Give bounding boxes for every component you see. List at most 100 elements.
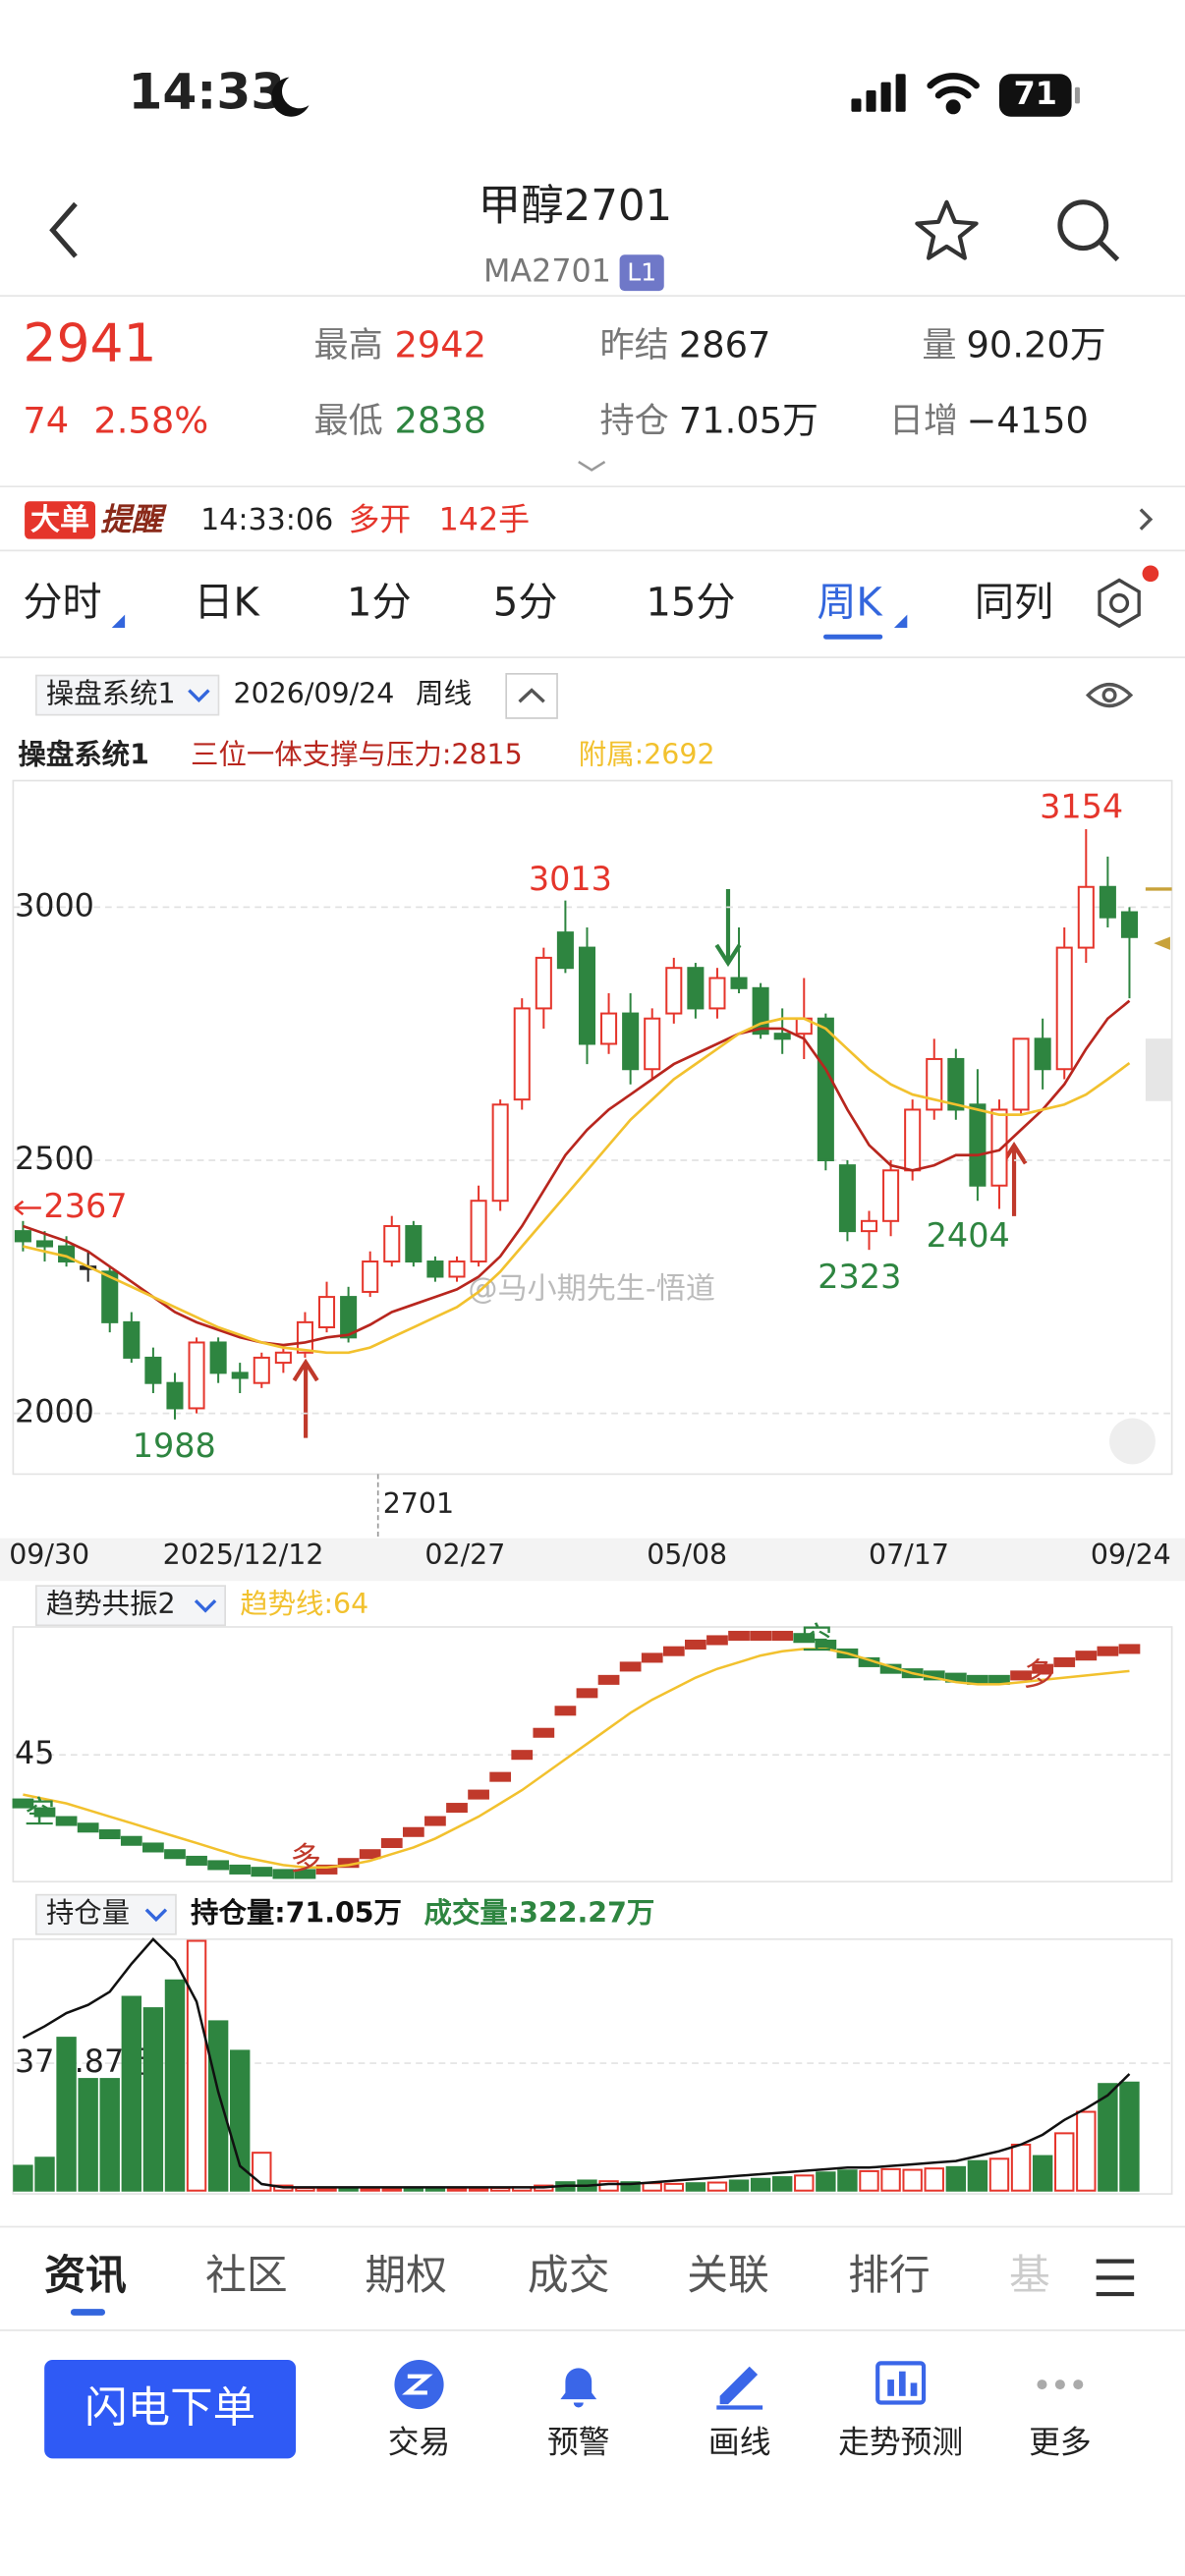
trend-annotation: 多 xyxy=(290,1842,321,1877)
search-button[interactable] xyxy=(1057,199,1109,252)
period-tab[interactable]: 15分 xyxy=(646,581,735,626)
battery-cap xyxy=(1074,86,1080,104)
collapse-button[interactable] xyxy=(505,673,558,719)
alert-tag: 大单 xyxy=(30,503,89,537)
x-tick-label: 02/27 xyxy=(424,1539,505,1571)
info-tab[interactable]: 基 xyxy=(1009,2251,1050,2299)
trend-annotation: 空 xyxy=(24,1796,55,1831)
indicator-line xyxy=(22,1936,1131,2189)
period-tab[interactable]: 日K xyxy=(194,581,260,626)
candle-body xyxy=(14,1230,31,1243)
volume-bar xyxy=(642,2182,662,2192)
legend-entry: 附属:2692 xyxy=(579,738,715,770)
candle-body xyxy=(231,1372,249,1379)
volume-bar xyxy=(34,2156,55,2192)
wifi-icon xyxy=(945,99,961,115)
period-tab[interactable]: 5分 xyxy=(493,581,558,626)
screen: 09/30 2025/12/12 02/27 05/08 07/17 09/24 xyxy=(9,1539,1171,1571)
x-tick-label: 09/30 xyxy=(9,1539,89,1571)
volume-bar xyxy=(598,2180,619,2192)
indicator-select[interactable] xyxy=(34,1585,226,1627)
trend-block xyxy=(164,1849,186,1860)
visibility-button[interactable] xyxy=(1101,688,1117,703)
trend-block xyxy=(1118,1644,1141,1654)
expand-icon[interactable] xyxy=(578,460,606,472)
info-tab[interactable]: 社区 xyxy=(205,2251,288,2299)
trend-block xyxy=(380,1837,403,1849)
period-tab[interactable]: 1分 xyxy=(347,581,412,626)
period-tab[interactable]: 同列 xyxy=(975,581,1053,626)
info-tab[interactable]: 期权 xyxy=(365,2251,447,2299)
nav-label[interactable]: 预警 xyxy=(547,2425,610,2460)
trend-annotation: 空 xyxy=(801,1621,832,1656)
favorite-button[interactable] xyxy=(915,199,979,260)
candle-body xyxy=(513,1007,531,1101)
volume-bar xyxy=(988,2157,1010,2192)
dropdown-icon xyxy=(188,689,210,702)
field-label: 最低 xyxy=(313,401,382,441)
alert-icon[interactable] xyxy=(560,2368,597,2408)
fullscreen-button[interactable] xyxy=(1109,1418,1156,1465)
nav-label[interactable]: 交易 xyxy=(388,2425,451,2460)
volume-bar xyxy=(338,2188,359,2192)
field-value: 90.20万 xyxy=(967,323,1106,365)
side-handle[interactable] xyxy=(1145,1038,1172,1101)
wifi-icon xyxy=(927,73,980,115)
period-tab[interactable]: 分时 xyxy=(23,581,101,626)
visibility-button[interactable] xyxy=(1085,683,1134,708)
candle-body xyxy=(665,967,683,1015)
trade-icon[interactable] xyxy=(394,2360,444,2410)
nav-label[interactable]: 画线 xyxy=(708,2425,771,2460)
toolbar-date: 2026/09/24 xyxy=(234,678,395,710)
more-icon[interactable] xyxy=(1037,2380,1084,2390)
volume-bar xyxy=(99,2078,120,2192)
more-icon[interactable] xyxy=(1054,2380,1065,2390)
trend-block xyxy=(533,1727,555,1738)
trade-icon[interactable] xyxy=(402,2374,433,2395)
info-tab[interactable]: 成交 xyxy=(528,2251,610,2299)
volume-bar xyxy=(13,2164,33,2192)
trend-block xyxy=(879,1663,902,1674)
forecast-icon[interactable] xyxy=(910,2382,918,2396)
settings-button[interactable] xyxy=(1098,578,1141,629)
indicator-select[interactable] xyxy=(34,674,220,716)
visibility-button[interactable] xyxy=(1085,683,1134,708)
last-price: 2941 xyxy=(23,312,156,374)
menu-button[interactable] xyxy=(1096,2259,1135,2297)
x-tick-label: 07/17 xyxy=(869,1539,949,1571)
candle-body xyxy=(1012,1037,1030,1111)
info-tab[interactable]: 排行 xyxy=(848,2251,931,2299)
forecast-icon[interactable] xyxy=(875,2361,927,2405)
draw-icon[interactable] xyxy=(716,2366,763,2410)
trend-block xyxy=(468,1789,489,1800)
info-tab[interactable]: 关联 xyxy=(687,2251,769,2299)
forecast-icon[interactable] xyxy=(887,2380,894,2396)
nav-label[interactable]: 更多 xyxy=(1029,2425,1092,2460)
candle-body xyxy=(860,1219,878,1233)
quick-order-button[interactable] xyxy=(44,2360,297,2459)
back-button[interactable] xyxy=(49,201,78,258)
volume-bar xyxy=(750,2177,771,2192)
draw-icon[interactable] xyxy=(719,2366,759,2405)
info-tab-active[interactable]: 资讯 xyxy=(44,2251,127,2299)
more-icon[interactable] xyxy=(1073,2380,1084,2390)
trend-block xyxy=(446,1803,468,1814)
legend-entry: 成交量:322.27万 xyxy=(424,1897,655,1930)
search-button[interactable] xyxy=(1057,199,1120,262)
candle-body xyxy=(947,1057,965,1111)
search-button[interactable] xyxy=(1098,240,1120,262)
screen: 20002500300031543013232324041988236745空多… xyxy=(12,787,1172,2192)
candle-body xyxy=(123,1320,141,1359)
period-tab-active[interactable]: 周K xyxy=(817,581,883,626)
wifi-icon xyxy=(934,85,972,99)
more-icon[interactable] xyxy=(1037,2380,1047,2390)
alert-action: 多开 xyxy=(349,502,412,537)
legend-entry: 持仓量:71.05万 xyxy=(191,1897,402,1930)
dropdown-icon xyxy=(194,1599,217,1613)
alert-more[interactable] xyxy=(1139,508,1154,531)
forecast-icon[interactable] xyxy=(875,2361,927,2405)
forecast-icon[interactable] xyxy=(898,2371,906,2396)
nav-label[interactable]: 走势预测 xyxy=(838,2425,963,2460)
price-annotation: 3154 xyxy=(1040,787,1123,825)
volume-bar xyxy=(403,2188,424,2192)
